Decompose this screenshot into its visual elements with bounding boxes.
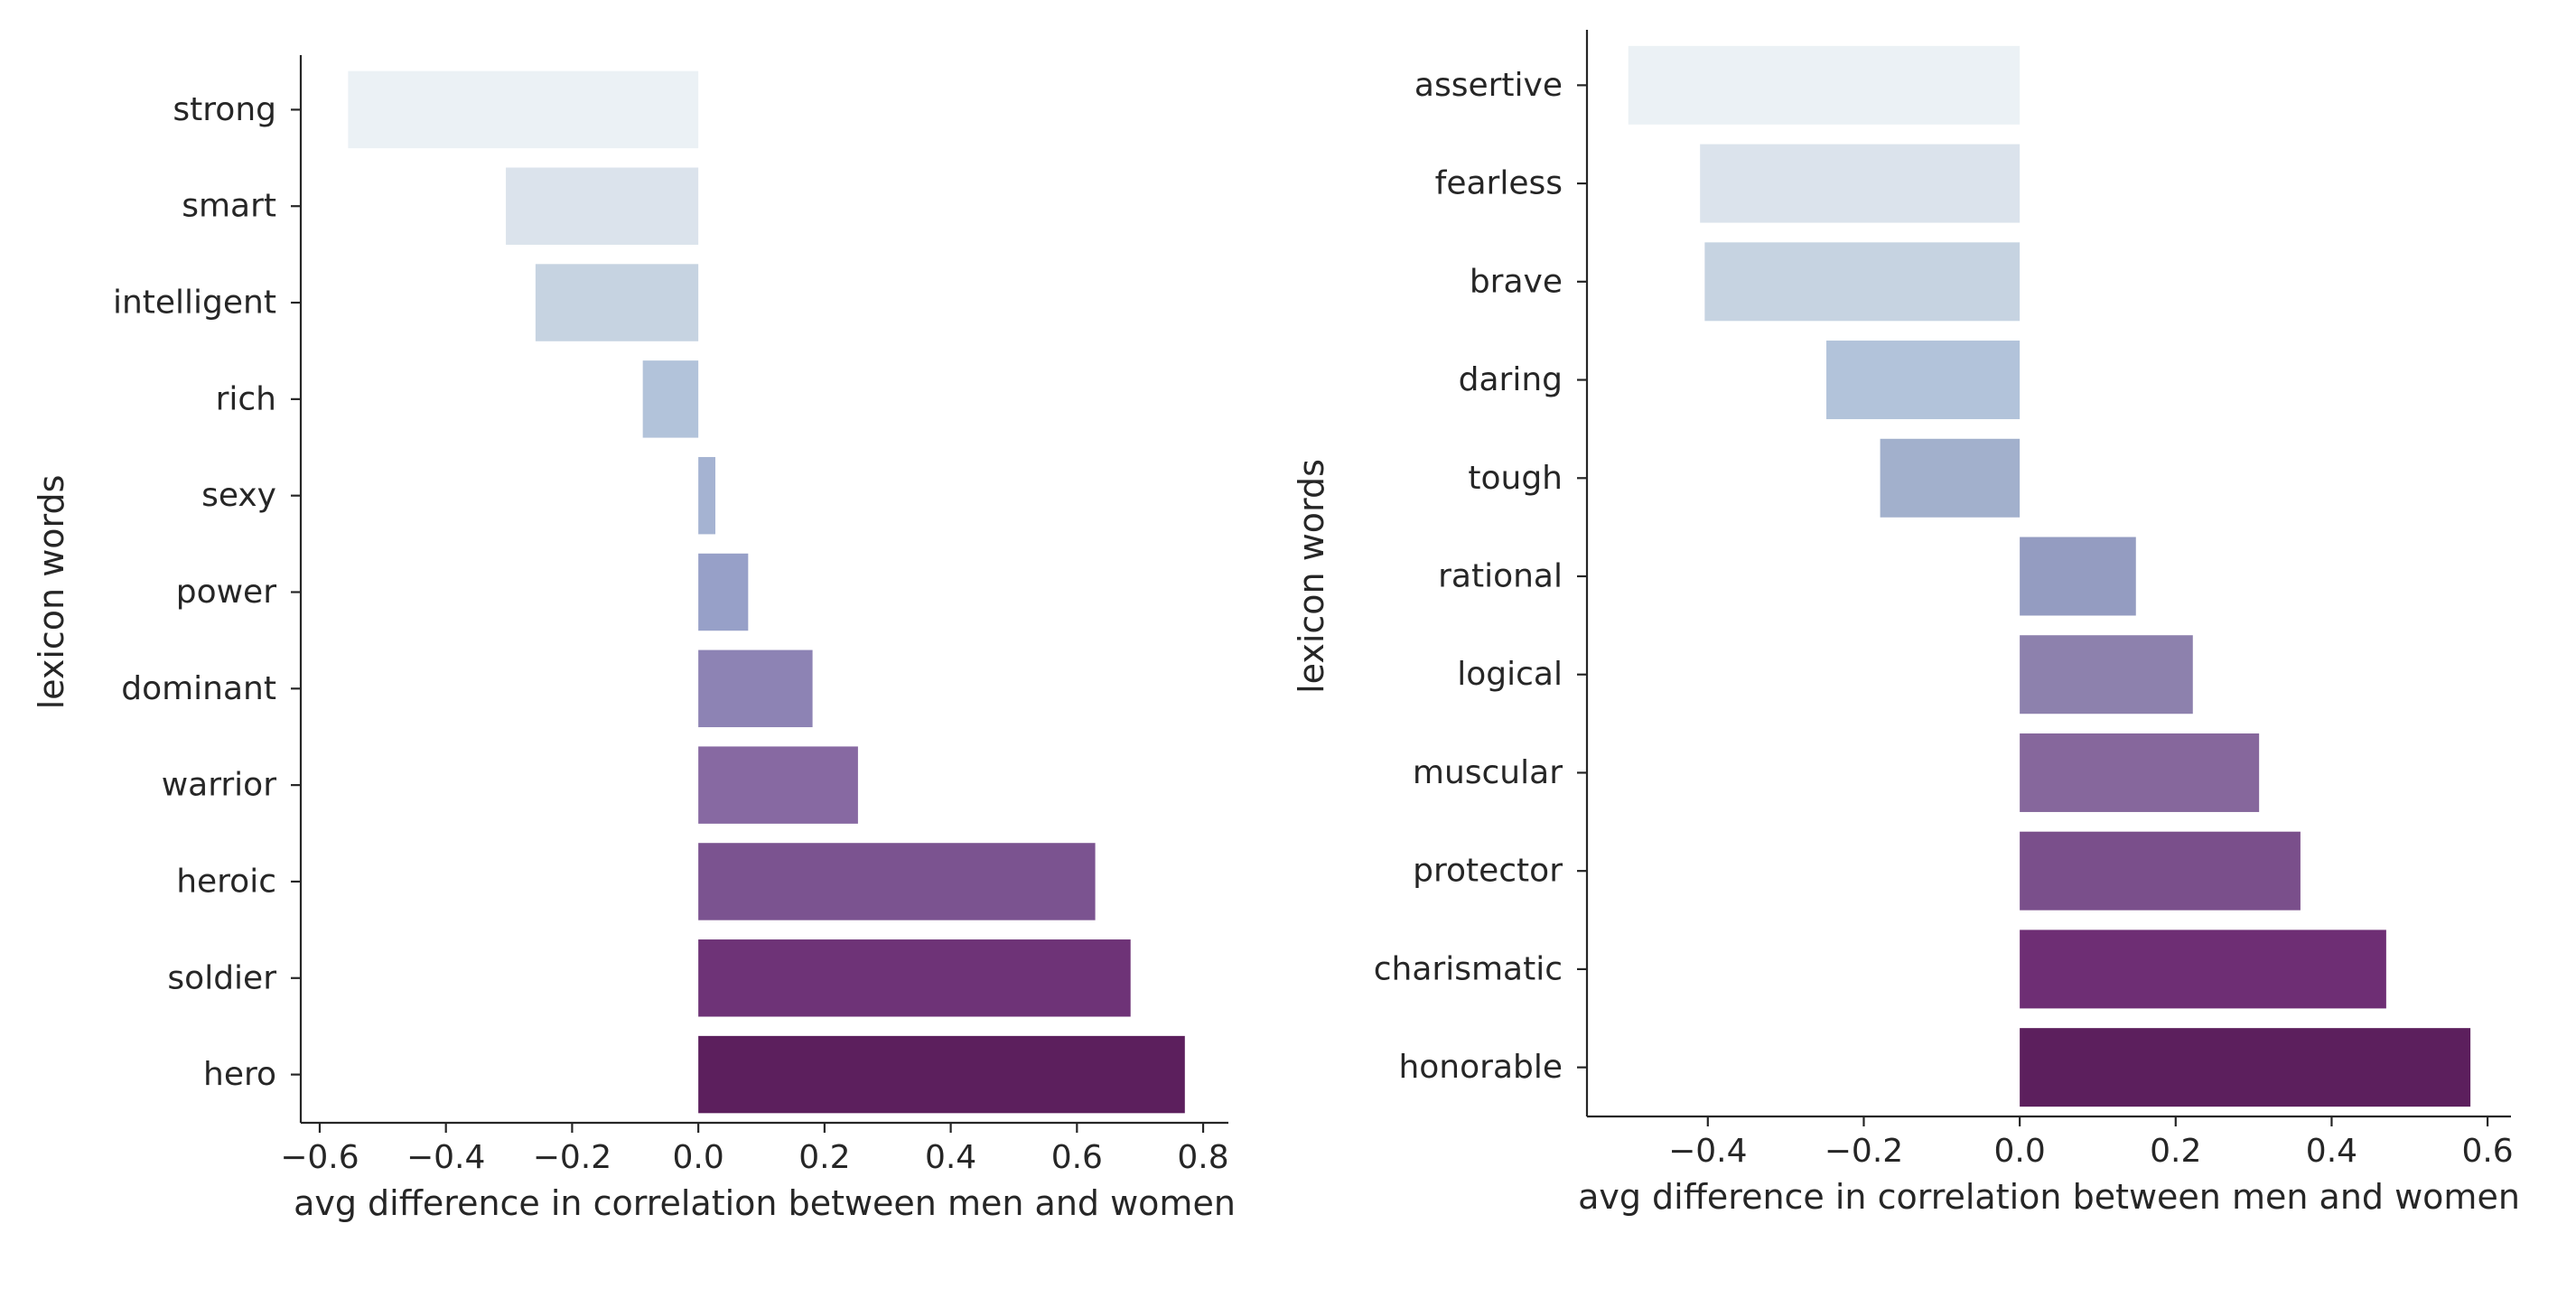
y-tick-label-honorable: honorable <box>1398 1049 1563 1086</box>
bar-soldier <box>698 939 1131 1017</box>
y-ticks-right: assertive fearless brave daring tough rationa… <box>1374 67 1587 1086</box>
x-tick-label: 0.8 <box>1177 1139 1228 1176</box>
bars-right <box>1628 45 2471 1107</box>
bar-brave <box>1704 242 2021 322</box>
bar-rich <box>642 360 699 438</box>
bars-left <box>348 70 1185 1114</box>
x-ticks-left: −0.6 −0.4 −0.2 0.0 0.2 0.4 0.6 0.8 <box>280 1123 1229 1176</box>
y-ticks-left: strong smart intelligent rich sexy power domin… <box>113 91 301 1093</box>
y-tick-label-fearless: fearless <box>1435 165 1563 202</box>
x-axis-label-right: avg difference in correlation between me… <box>1578 1177 2520 1217</box>
x-ticks-right: −0.4 −0.2 0.0 0.2 0.4 0.6 <box>1668 1116 2514 1170</box>
y-tick-label-rational: rational <box>1438 558 1563 595</box>
y-tick-label-muscular: muscular <box>1413 754 1563 791</box>
x-tick-label: 0.4 <box>925 1139 976 1176</box>
x-axis-label-left: avg difference in correlation between me… <box>294 1183 1236 1223</box>
bar-fearless <box>1700 144 2021 223</box>
bar-sexy <box>698 456 716 535</box>
x-tick-label: 0.6 <box>2461 1133 2513 1170</box>
y-tick-label-hero: hero <box>203 1056 276 1093</box>
y-tick-label-power: power <box>176 574 276 611</box>
bar-logical <box>2020 635 2193 715</box>
y-tick-label-logical: logical <box>1457 656 1563 693</box>
x-tick-label: −0.2 <box>533 1139 611 1176</box>
y-tick-label-warrior: warrior <box>162 767 277 804</box>
chart-right: assertive fearless brave daring tough rationa… <box>1292 30 2520 1217</box>
x-tick-label: −0.4 <box>406 1139 485 1176</box>
bar-muscular <box>2020 733 2260 812</box>
x-tick-label: −0.2 <box>1825 1133 1903 1170</box>
y-tick-label-daring: daring <box>1459 361 1563 398</box>
bar-power <box>698 553 749 631</box>
x-tick-label: 0.6 <box>1051 1139 1103 1176</box>
bar-rational <box>2020 537 2136 616</box>
y-tick-label-soldier: soldier <box>167 959 276 996</box>
y-tick-label-tough: tough <box>1468 460 1563 497</box>
y-axis-label-right: lexicon words <box>1292 459 1331 694</box>
y-axis-label-left: lexicon words <box>32 475 71 710</box>
bar-intelligent <box>535 264 699 341</box>
x-tick-label: −0.6 <box>280 1139 359 1176</box>
bar-smart <box>506 167 699 245</box>
y-tick-label-sexy: sexy <box>201 477 276 514</box>
y-tick-label-brave: brave <box>1470 263 1563 300</box>
y-tick-label-dominant: dominant <box>121 670 276 707</box>
bar-tough <box>1880 438 2021 518</box>
chart-left: strong smart intelligent rich sexy power domin… <box>32 55 1236 1223</box>
bar-dominant <box>698 649 813 728</box>
bar-assertive <box>1628 45 2021 125</box>
y-tick-label-protector: protector <box>1413 853 1563 890</box>
bar-honorable <box>2020 1028 2471 1107</box>
x-tick-label: 0.0 <box>1993 1133 2045 1170</box>
x-tick-label: 0.0 <box>673 1139 724 1176</box>
bar-strong <box>348 70 699 149</box>
y-tick-label-rich: rich <box>216 380 276 417</box>
bar-hero <box>698 1035 1185 1114</box>
y-tick-label-assertive: assertive <box>1414 67 1563 104</box>
y-tick-label-charismatic: charismatic <box>1374 950 1563 987</box>
bar-charismatic <box>2020 929 2386 1009</box>
x-tick-label: 0.2 <box>2150 1133 2201 1170</box>
bar-daring <box>1826 341 2021 420</box>
y-tick-label-strong: strong <box>173 91 276 128</box>
y-tick-label-intelligent: intelligent <box>113 285 276 322</box>
x-tick-label: 0.2 <box>798 1139 850 1176</box>
x-tick-label: 0.4 <box>2306 1133 2357 1170</box>
y-tick-label-heroic: heroic <box>176 863 276 900</box>
y-tick-label-smart: smart <box>182 188 276 225</box>
bar-protector <box>2020 831 2301 911</box>
bar-heroic <box>698 843 1096 920</box>
bar-warrior <box>698 746 858 824</box>
x-tick-label: −0.4 <box>1668 1133 1747 1170</box>
